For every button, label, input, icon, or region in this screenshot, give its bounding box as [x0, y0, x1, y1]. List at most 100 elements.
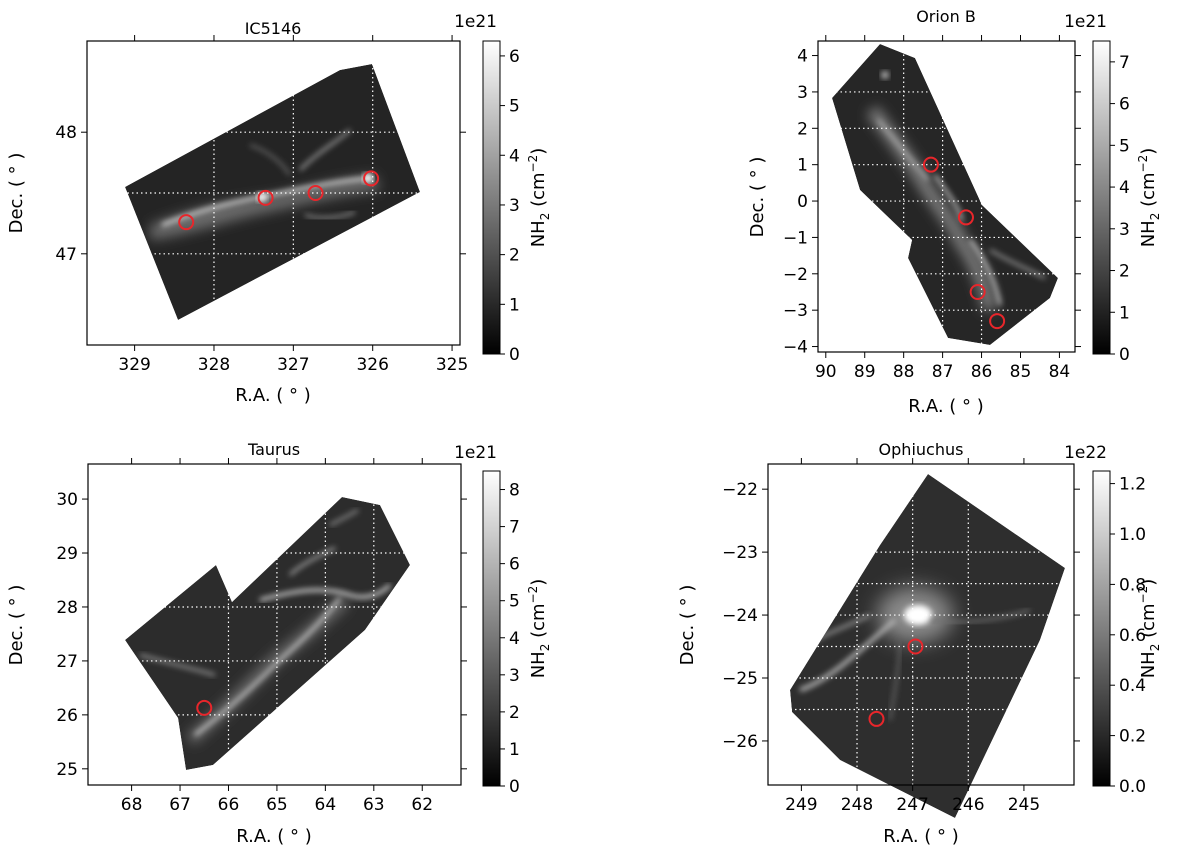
x-tick-label: 246	[952, 795, 984, 815]
x-tick-label: 84	[1049, 362, 1071, 382]
colorbar-tick-label: 0.0	[1119, 777, 1146, 797]
colorbar-gradient	[482, 40, 501, 355]
panel-ophiuchus: 249 248 247 246 245 −26−25−24−23−22 Ophiuchu…	[677, 440, 1162, 847]
x-tick-label: 325	[436, 355, 468, 375]
x-tick-label: 68	[121, 795, 143, 815]
colorbar-label-main: NH	[1138, 220, 1159, 247]
x-tick-label: 66	[218, 795, 240, 815]
source-marker	[989, 313, 1006, 330]
density-map	[125, 497, 410, 770]
source-marker	[196, 699, 213, 716]
colorbar-tick-label: 3	[1119, 220, 1130, 240]
plot-frame	[817, 40, 1076, 353]
y-tick-label: −2	[783, 265, 808, 285]
y-axis-ticks: 47 48	[55, 123, 466, 265]
y-axis-ticks: −4 −3 −2 −1 0 1 2 3 4	[783, 47, 1081, 358]
colorbar-label-unit: (cm	[1138, 603, 1159, 643]
x-tick-label: 67	[169, 795, 191, 815]
colorbar-tick-label: 0.2	[1119, 727, 1146, 747]
colorbar-tick-label: 5	[509, 97, 520, 117]
y-tick-label: 3	[797, 83, 808, 103]
colorbar-exponent: 1e21	[454, 443, 497, 463]
y-tick-label: 48	[55, 123, 77, 143]
colorbar-tick-label: 6	[509, 555, 520, 575]
colorbar-label-sup: −2	[1136, 586, 1150, 604]
x-tick-label: 86	[971, 362, 993, 382]
y-tick-label: 28	[56, 598, 78, 618]
x-axis-ticks: 68 67 66 65 64 63 62	[121, 458, 433, 815]
y-tick-label: 0	[797, 192, 808, 212]
colorbar-label: NH2 (cm−2)	[1136, 579, 1162, 679]
source-marker	[363, 170, 380, 187]
y-axis-label: Dec. ( ° )	[6, 585, 27, 666]
y-tick-label: 2	[797, 119, 808, 139]
colorbar-label-end: )	[1138, 579, 1159, 586]
x-tick-label: 249	[785, 795, 817, 815]
colorbar-tick-label: 3	[509, 196, 520, 216]
source-marker	[907, 638, 924, 655]
y-axis-label: Dec. ( ° )	[6, 153, 27, 234]
source-markers	[868, 638, 924, 727]
y-tick-label: −1	[783, 228, 808, 248]
colorbar-label-sup: −2	[526, 155, 540, 173]
y-tick-label: −24	[722, 606, 758, 626]
x-tick-label: 328	[198, 355, 230, 375]
colorbar-tick-label: 2	[509, 703, 520, 723]
panel-title: Orion B	[916, 7, 976, 26]
colorbar-tick-label: 0.6	[1119, 626, 1146, 646]
colorbar-label-end: )	[528, 579, 549, 586]
colorbar-label-sup: −2	[526, 586, 540, 604]
source-markers	[196, 699, 213, 716]
y-tick-label: 27	[56, 652, 78, 672]
colorbar-label-end: )	[1138, 148, 1159, 155]
x-tick-label: 90	[815, 362, 837, 382]
y-axis-label: Dec. ( ° )	[677, 585, 698, 666]
colorbar-tick-label: 6	[1119, 95, 1130, 115]
source-marker	[957, 209, 974, 226]
source-marker	[868, 710, 885, 727]
colorbar-tick-label: 1.0	[1119, 525, 1146, 545]
colorbar-exponent: 1e21	[454, 12, 497, 32]
source-marker	[969, 283, 986, 300]
colorbar-tick-label: 4	[509, 146, 520, 166]
colorbar-label-main: NH	[1138, 651, 1159, 678]
y-tick-label: −26	[722, 732, 758, 752]
colorbar-label: NH2 (cm−2)	[526, 148, 552, 248]
colorbar-tick-label: 8	[509, 481, 520, 501]
x-tick-label: 85	[1010, 362, 1032, 382]
y-tick-label: −3	[783, 301, 808, 321]
colorbar-gradient	[1092, 470, 1111, 787]
y-tick-label: −22	[722, 480, 758, 500]
y-axis-ticks: −26 −25 −24 −23 −22	[722, 480, 1080, 752]
source-markers	[922, 156, 1006, 330]
colorbar-label-sub: 2	[1148, 213, 1162, 221]
x-tick-label: 87	[932, 362, 954, 382]
x-axis-label: R.A. ( ° )	[235, 385, 311, 406]
x-tick-label: 63	[363, 795, 385, 815]
x-axis-ticks: 90 89 88 87 86 85 84	[815, 35, 1070, 382]
plot-frame	[86, 40, 461, 346]
colorbar-label-sub: 2	[538, 213, 552, 221]
colorbar-tick-label: 5	[1119, 136, 1130, 156]
colorbar-label-unit: (cm	[528, 172, 549, 212]
x-axis-ticks: 329 328 327 326 325	[118, 35, 468, 375]
source-marker	[922, 156, 939, 173]
density-map	[832, 44, 1058, 345]
colorbar-tick-label: 6	[509, 47, 520, 67]
x-tick-label: 247	[896, 795, 928, 815]
colorbar-tick-label: 1.2	[1119, 475, 1146, 495]
colorbar-tick-label: 4	[1119, 178, 1130, 198]
colorbar-label-sub: 2	[1148, 644, 1162, 652]
colorbar-exponent: 1e21	[1064, 12, 1107, 32]
source-marker	[307, 185, 324, 201]
x-tick-label: 329	[118, 355, 150, 375]
colorbar-tick-label: 1	[509, 295, 520, 315]
x-tick-label: 326	[356, 355, 388, 375]
grid-lines	[88, 464, 461, 785]
x-tick-label: 88	[893, 362, 915, 382]
panel-title: Ophiuchus	[879, 440, 964, 459]
colorbar-tick-label: 2	[1119, 262, 1130, 282]
y-axis-label: Dec. ( ° )	[747, 157, 768, 238]
